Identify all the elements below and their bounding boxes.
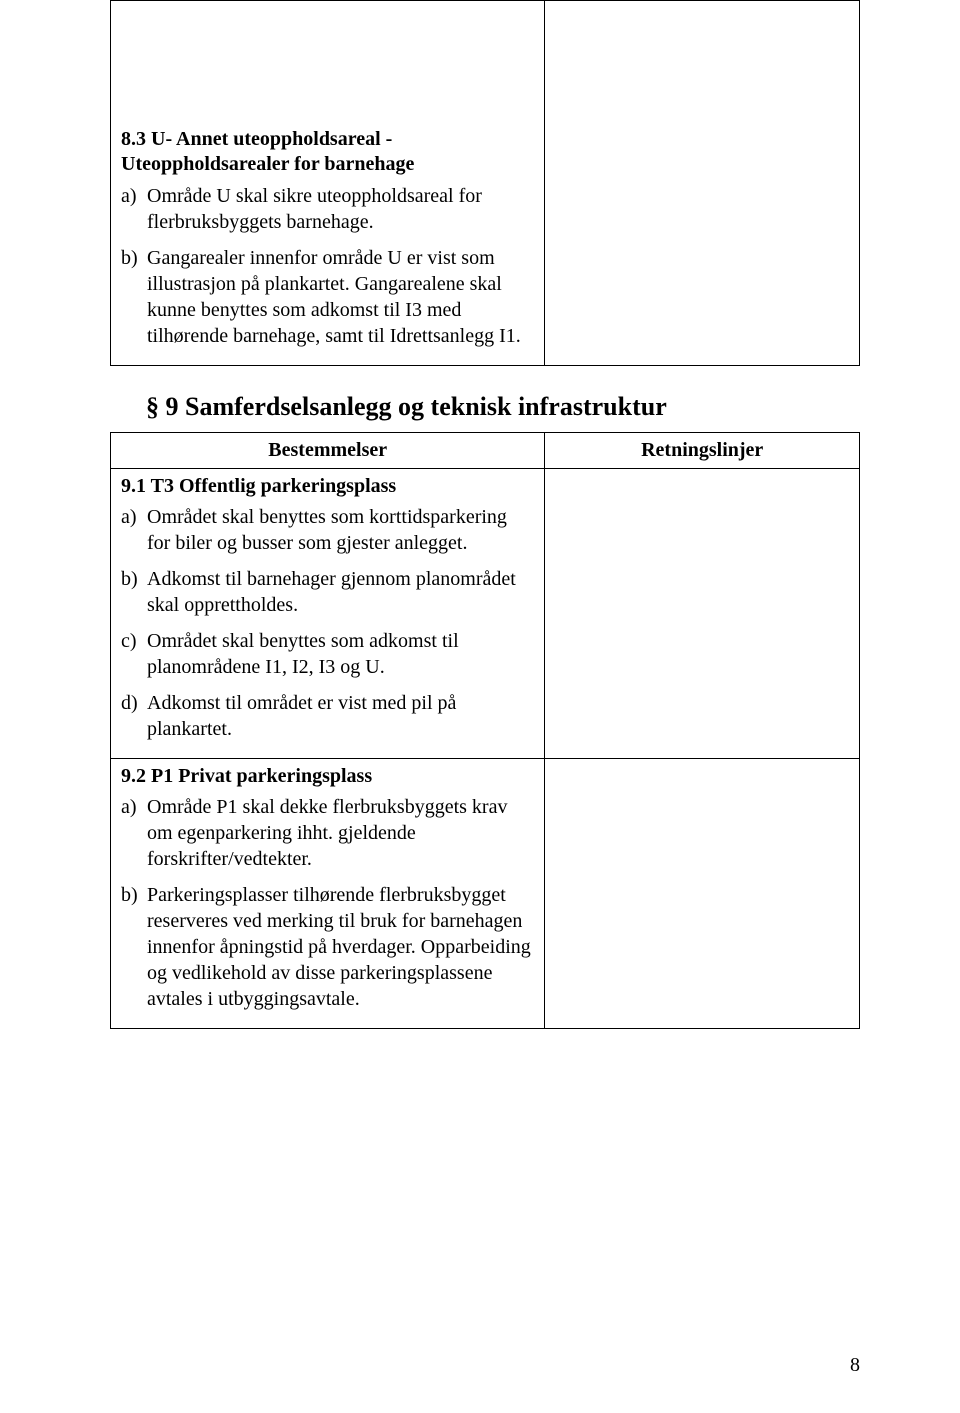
list-item: b) Adkomst til barnehager gjennom planom… <box>121 566 534 618</box>
list-item: c) Området skal benyttes som adkomst til… <box>121 628 534 680</box>
list-text: Adkomst til området er vist med pil på p… <box>147 690 534 742</box>
cell-9-1-left: 9.1 T3 Offentlig parkeringsplass a) Områ… <box>111 469 545 759</box>
list-text: Gangarealer innenfor område U er vist so… <box>147 245 534 349</box>
section-9-2-list: a) Område P1 skal dekke flerbruksbyggets… <box>121 794 534 1012</box>
list-text: Området skal benyttes som adkomst til pl… <box>147 628 534 680</box>
list-marker: b) <box>121 882 147 1012</box>
section-9-heading: § 9 Samferdselsanlegg og teknisk infrast… <box>146 392 860 422</box>
list-item: a) Området skal benyttes som korttidspar… <box>121 504 534 556</box>
list-marker: c) <box>121 628 147 680</box>
list-marker: a) <box>121 504 147 556</box>
section-8-3-title: 8.3 U- Annet uteoppholdsareal - Uteoppho… <box>121 127 534 177</box>
table-section-9: Bestemmelser Retningslinjer 9.1 T3 Offen… <box>110 432 860 1029</box>
cell-8-3-right <box>545 1 860 366</box>
cell-9-2-left: 9.2 P1 Privat parkeringsplass a) Område … <box>111 759 545 1029</box>
list-marker: b) <box>121 245 147 349</box>
col-header-retningslinjer: Retningslinjer <box>545 433 860 469</box>
list-marker: a) <box>121 794 147 872</box>
section-9-1-list: a) Området skal benyttes som korttidspar… <box>121 504 534 742</box>
list-text: Adkomst til barnehager gjennom planområd… <box>147 566 534 618</box>
list-marker: d) <box>121 690 147 742</box>
list-marker: b) <box>121 566 147 618</box>
list-item: b) Gangarealer innenfor område U er vist… <box>121 245 534 349</box>
list-text: Parkeringsplasser tilhørende flerbruksby… <box>147 882 534 1012</box>
list-item: b) Parkeringsplasser tilhørende flerbruk… <box>121 882 534 1012</box>
list-item: a) Område P1 skal dekke flerbruksbyggets… <box>121 794 534 872</box>
list-item: d) Adkomst til området er vist med pil p… <box>121 690 534 742</box>
list-text: Område U skal sikre uteoppholdsareal for… <box>147 183 534 235</box>
list-marker: a) <box>121 183 147 235</box>
cell-9-2-right <box>545 759 860 1029</box>
page-number: 8 <box>850 1354 860 1377</box>
col-header-bestemmelser: Bestemmelser <box>111 433 545 469</box>
section-9-2-title: 9.2 P1 Privat parkeringsplass <box>121 765 534 788</box>
cell-8-3-left: 8.3 U- Annet uteoppholdsareal - Uteoppho… <box>111 1 545 366</box>
section-9-1-title: 9.1 T3 Offentlig parkeringsplass <box>121 475 534 498</box>
section-8-3-list: a) Område U skal sikre uteoppholdsareal … <box>121 183 534 349</box>
cell-9-1-right <box>545 469 860 759</box>
list-text: Området skal benyttes som korttidsparker… <box>147 504 534 556</box>
list-text: Område P1 skal dekke flerbruksbyggets kr… <box>147 794 534 872</box>
table-section-8-3: 8.3 U- Annet uteoppholdsareal - Uteoppho… <box>110 0 860 366</box>
list-item: a) Område U skal sikre uteoppholdsareal … <box>121 183 534 235</box>
